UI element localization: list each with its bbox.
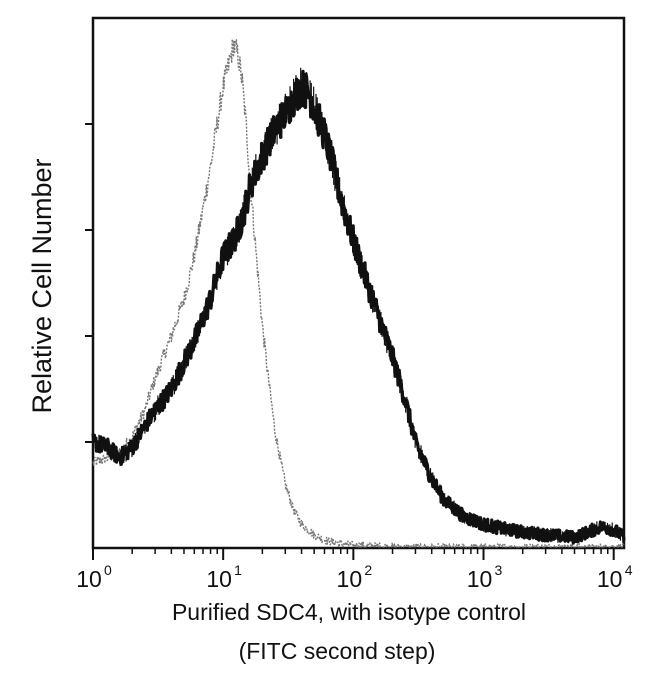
ticks-group: 10 0 10 1 10 2 10 3 10 4 xyxy=(76,123,633,592)
series-1 xyxy=(92,38,625,548)
x-tick-label-2: 10 xyxy=(337,566,363,592)
plot-frame-rect xyxy=(91,16,626,550)
x-tick-exponent-2: 2 xyxy=(364,562,372,578)
x-tick-label-1: 10 xyxy=(206,566,232,592)
y-axis-label: Relative Cell Number xyxy=(27,158,57,413)
series-0-line xyxy=(91,69,626,545)
x-tick-label-4: 10 xyxy=(597,566,623,592)
plot-frame xyxy=(91,16,626,550)
x-tick-label-0: 10 xyxy=(76,566,102,592)
series-1-line xyxy=(92,38,625,548)
x-tick-exponent-3: 3 xyxy=(495,562,503,578)
x-axis-label-line1: Purified SDC4, with isotype control xyxy=(172,599,526,625)
series-0 xyxy=(91,67,626,545)
x-tick-exponent-1: 1 xyxy=(234,562,242,578)
series-group xyxy=(91,38,626,548)
x-tick-label-3: 10 xyxy=(467,566,493,592)
x-axis-label-line2: (FITC second step) xyxy=(239,638,436,664)
x-tick-exponent-4: 4 xyxy=(625,562,633,578)
x-tick-exponent-0: 0 xyxy=(104,562,112,578)
